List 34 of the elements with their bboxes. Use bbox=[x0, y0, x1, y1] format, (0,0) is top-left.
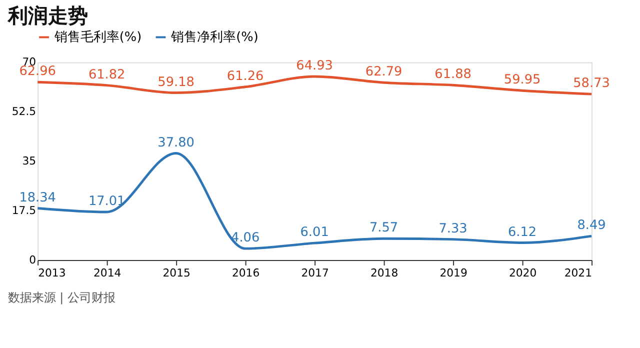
x-tick-label: 2014 bbox=[93, 266, 122, 280]
x-tick-label: 2015 bbox=[162, 266, 190, 280]
data-label: 17.01 bbox=[88, 194, 126, 210]
x-tick-label: 2016 bbox=[232, 266, 260, 280]
legend-label: 销售毛利率(%) bbox=[53, 29, 142, 46]
data-label: 58.73 bbox=[573, 76, 610, 92]
data-label: 18.34 bbox=[19, 190, 56, 206]
data-label: 37.80 bbox=[158, 135, 194, 150]
data-label: 8.49 bbox=[577, 218, 606, 234]
y-tick-label: 0 bbox=[29, 254, 36, 267]
y-tick-label: 35 bbox=[22, 154, 36, 168]
y-tick-label: 52.5 bbox=[12, 105, 36, 118]
data-label: 61.26 bbox=[226, 68, 264, 84]
y-tick-label: 17.5 bbox=[12, 204, 36, 218]
data-label: 64.93 bbox=[296, 58, 333, 74]
x-tick-label: 2018 bbox=[370, 266, 398, 280]
legend-label: 销售净利率(%) bbox=[170, 29, 258, 46]
x-tick-label: 2019 bbox=[440, 266, 468, 280]
source-note: 数据来源 | 公司财报 bbox=[8, 290, 116, 305]
data-label: 62.79 bbox=[365, 64, 402, 80]
data-label: 6.01 bbox=[300, 225, 329, 240]
data-label: 7.33 bbox=[438, 221, 468, 236]
data-label: 61.88 bbox=[434, 67, 472, 82]
data-label: 59.95 bbox=[504, 72, 541, 88]
data-label: 4.06 bbox=[231, 230, 260, 246]
data-label: 59.18 bbox=[158, 74, 194, 90]
data-label: 7.57 bbox=[369, 220, 398, 236]
x-tick-label: 2017 bbox=[301, 266, 329, 280]
data-label: 61.82 bbox=[88, 67, 126, 82]
data-label: 6.12 bbox=[508, 224, 537, 240]
chart-title: 利润走势 bbox=[6, 4, 88, 28]
x-tick-label: 2013 bbox=[38, 266, 66, 280]
x-tick-label: 2020 bbox=[508, 266, 537, 280]
x-tick-label: 2021 bbox=[564, 266, 592, 280]
